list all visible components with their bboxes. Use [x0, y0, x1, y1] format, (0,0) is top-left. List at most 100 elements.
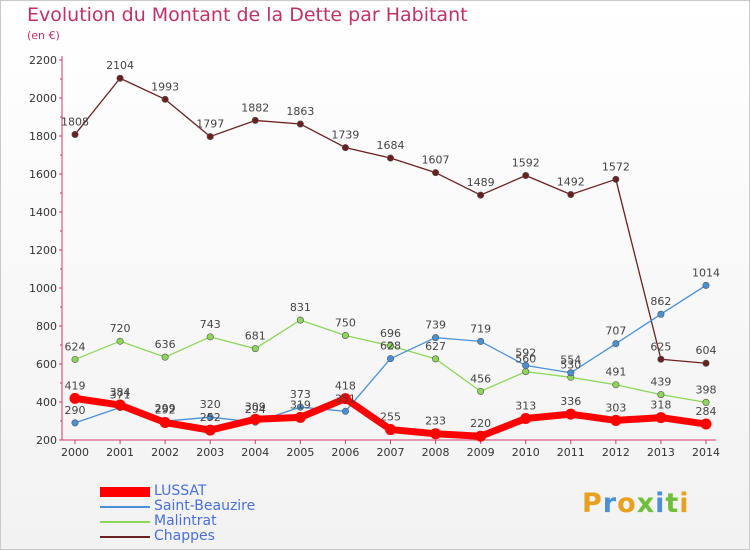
data-label-saint-beauzire: 294 [245, 403, 266, 416]
x-tick-label: 2013 [647, 446, 675, 459]
data-label-malintrat: 750 [335, 317, 356, 330]
data-label-chappes: 1684 [377, 139, 405, 152]
data-point-saint-beauzire [567, 369, 575, 377]
legend-label-malintrat: Malintrat [154, 513, 217, 529]
data-point-saint-beauzire [522, 362, 530, 370]
data-point-saint-beauzire [71, 419, 79, 427]
data-label-lussat: 336 [560, 395, 581, 408]
data-label-saint-beauzire: 554 [560, 354, 581, 367]
legend-label-saint-beauzire: Saint-Beauzire [154, 498, 256, 514]
data-label-lussat: 384 [110, 386, 131, 399]
data-label-chappes: 1489 [467, 176, 495, 189]
data-label-lussat: 292 [155, 404, 176, 417]
data-point-malintrat [116, 337, 124, 345]
data-label-chappes: 2104 [106, 59, 134, 72]
data-label-chappes: 1797 [196, 118, 224, 131]
series-layer [69, 74, 712, 442]
data-label-chappes: 1863 [286, 105, 314, 118]
data-point-lussat [700, 418, 712, 430]
data-point-lussat [565, 408, 577, 420]
data-point-saint-beauzire [206, 413, 214, 421]
data-label-lussat: 313 [515, 400, 536, 413]
data-point-chappes [657, 355, 665, 363]
data-point-saint-beauzire [341, 407, 349, 415]
data-labels-layer: 1808 2104 1993 1797 1882 1863 1739 1684 1607 1489… [61, 59, 720, 430]
y-tick-label: 1600 [29, 168, 57, 181]
data-point-malintrat [657, 391, 665, 399]
data-point-saint-beauzire [432, 334, 440, 342]
legend-label-chappes: Chappes [154, 528, 215, 544]
data-point-chappes [206, 133, 214, 141]
y-tick-label: 600 [36, 358, 57, 371]
series-line-chappes [74, 77, 707, 364]
x-tick-label: 2005 [286, 446, 314, 459]
y-tick-label: 200 [36, 434, 57, 447]
data-label-lussat: 255 [380, 411, 401, 424]
data-point-lussat [69, 392, 81, 404]
data-point-lussat [430, 428, 442, 440]
y-tick-label: 2000 [29, 92, 57, 105]
data-point-chappes [161, 95, 169, 103]
data-point-chappes [702, 359, 710, 367]
legend-swatch-chappes [100, 536, 150, 538]
x-tick-label: 2011 [557, 446, 585, 459]
data-point-malintrat [702, 398, 710, 406]
data-label-chappes: 1993 [151, 80, 179, 93]
data-point-chappes [612, 175, 620, 183]
data-point-lussat [249, 413, 261, 425]
brand-letter: t [665, 488, 680, 519]
data-label-malintrat: 720 [110, 322, 131, 335]
x-tick-label: 2009 [467, 446, 495, 459]
data-label-chappes: 1492 [557, 176, 585, 189]
data-label-malintrat: 560 [515, 353, 536, 366]
data-label-saint-beauzire: 628 [380, 340, 401, 353]
data-label-saint-beauzire: 373 [290, 388, 311, 401]
data-point-malintrat [432, 355, 440, 363]
data-point-chappes [71, 130, 79, 138]
data-label-saint-beauzire: 299 [155, 402, 176, 415]
data-point-lussat [475, 430, 487, 442]
data-point-malintrat [251, 345, 259, 353]
chart-axes: 200 400 600 800 1000 1200 1400 1600 1800 2000 2200… [29, 54, 720, 459]
data-label-malintrat: 491 [605, 366, 626, 379]
data-point-lussat [655, 412, 667, 424]
data-label-chappes: 1882 [241, 101, 269, 114]
data-label-saint-beauzire: 290 [65, 404, 86, 417]
data-label-saint-beauzire: 371 [110, 389, 131, 402]
data-point-saint-beauzire [477, 337, 485, 345]
data-label-lussat: 418 [335, 380, 356, 393]
data-point-lussat [294, 411, 306, 423]
data-label-chappes: 1592 [512, 157, 540, 170]
data-label-malintrat: 831 [290, 301, 311, 314]
legend-label-lussat: LUSSAT [154, 483, 207, 499]
data-label-malintrat: 743 [200, 318, 221, 331]
data-label-malintrat: 681 [245, 330, 266, 343]
data-point-malintrat [296, 316, 304, 324]
data-point-malintrat [522, 368, 530, 376]
data-label-lussat: 284 [696, 405, 717, 418]
brand-logo: Proxiti [582, 488, 690, 519]
data-label-malintrat: 696 [380, 327, 401, 340]
data-label-chappes: 1808 [61, 115, 89, 128]
data-label-lussat: 220 [470, 417, 491, 430]
y-tick-label: 2200 [29, 54, 57, 67]
data-point-malintrat [612, 381, 620, 389]
data-point-chappes [522, 172, 530, 180]
data-point-lussat [159, 417, 171, 429]
data-label-malintrat: 636 [155, 338, 176, 351]
chart-title: Evolution du Montant de la Dette par Hab… [27, 4, 468, 26]
y-tick-label: 1000 [29, 282, 57, 295]
data-label-lussat: 303 [605, 401, 626, 414]
data-label-saint-beauzire: 719 [470, 322, 491, 335]
data-label-malintrat: 439 [650, 376, 671, 389]
brand-letter: P [582, 488, 603, 519]
data-point-chappes [432, 169, 440, 177]
x-tick-label: 2000 [61, 446, 89, 459]
data-point-chappes [296, 120, 304, 128]
data-label-lussat: 309 [245, 400, 266, 413]
data-point-saint-beauzire [386, 355, 394, 363]
legend-swatch-saint-beauzire [100, 506, 150, 508]
data-point-malintrat [161, 353, 169, 361]
y-tick-label: 400 [36, 396, 57, 409]
chart-subtitle: (en €) [27, 29, 60, 42]
